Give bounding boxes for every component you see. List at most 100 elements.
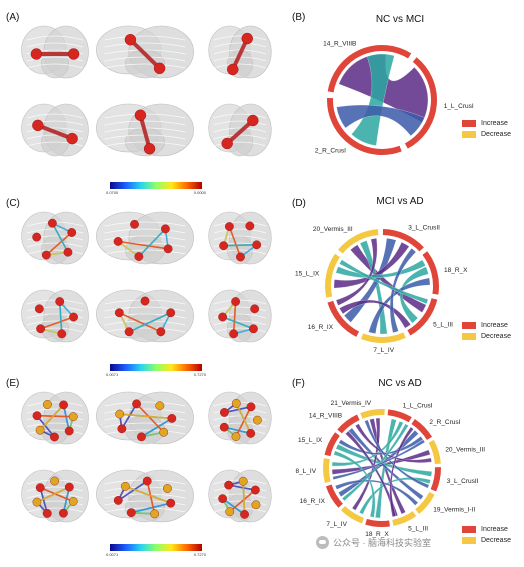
chord-node-label: 14_R_VIIIB — [323, 41, 356, 48]
chord-segment-inner — [363, 416, 385, 422]
chord-node-label: 3_L_CrusII — [408, 225, 440, 232]
chord-segment — [340, 505, 365, 524]
colorbar-min: 0.0071 — [106, 552, 119, 557]
legend-b: Increase Decrease — [462, 118, 511, 140]
brain-view — [21, 103, 89, 157]
chord-segment-inner — [426, 443, 434, 465]
increase-swatch — [462, 119, 476, 127]
brain-view — [208, 103, 272, 157]
colorbar-gradient — [110, 364, 202, 371]
brain-view — [21, 289, 89, 343]
chord-title-f: NC vs AD — [378, 378, 422, 389]
chord-diagram-f: 21_Vermis_IV 1_L_CrusI 2_R_CrusI 20_Vermis_… — [295, 400, 485, 538]
chord-node-label: 15_L_IX — [298, 437, 323, 444]
chord-ribbon — [332, 439, 426, 480]
chord-segment-inner — [363, 329, 403, 336]
colorbar-e: 0.0071 0.7270 — [106, 544, 206, 557]
legend-increase: Increase — [481, 321, 508, 329]
chord-node-label: 1_L_CrusI — [403, 402, 433, 409]
chord-ribbon — [375, 418, 397, 519]
chord-ribbon — [348, 427, 424, 500]
brain-view — [96, 469, 194, 523]
chord-ribbon — [339, 299, 411, 329]
chord-segment-inner — [413, 490, 429, 509]
chord-ribbon — [335, 479, 419, 506]
chord-node-label: 3_L_CrusII — [447, 478, 479, 485]
chord-segment — [327, 97, 402, 155]
legend-decrease: Decrease — [481, 536, 511, 544]
legend-decrease: Decrease — [481, 130, 511, 138]
chord-node-label: 7_L_IV — [326, 521, 347, 528]
panel-label-f: (F) — [292, 378, 305, 389]
chord-segment-inner — [334, 52, 408, 93]
chord-ribbon — [389, 426, 414, 518]
brain-view — [21, 469, 89, 523]
chord-diagram-b: 14_R_VIIIB 1_L_CrusI 2_R_CrusI — [315, 41, 474, 155]
chord-segment-inner — [391, 509, 412, 519]
brain-renderings — [21, 25, 272, 523]
brain-view — [96, 103, 194, 157]
decrease-swatch — [462, 536, 476, 544]
chord-node-label: 2_R_CrusI — [429, 419, 460, 426]
brain-view — [96, 211, 194, 265]
chord-node-label: 1_L_CrusI — [444, 103, 474, 110]
wechat-icon — [316, 536, 329, 549]
chord-segment-inner — [332, 257, 343, 297]
chord-segment — [361, 332, 406, 343]
chord-ribbon — [359, 477, 431, 515]
chord-segment — [430, 467, 441, 492]
brain-view — [96, 289, 194, 343]
colorbar-c: 0.0071 0.7270 — [106, 364, 206, 377]
panel-label-c: (C) — [6, 198, 20, 209]
colorbar-min: 0.0700 — [106, 190, 119, 195]
chord-segment-inner — [410, 425, 426, 442]
chord-segment-inner — [403, 63, 430, 143]
colorbar-max: 0.0000 — [193, 190, 206, 195]
chord-node-label: 14_R_VIIIB — [309, 412, 342, 419]
chord-segment — [404, 57, 437, 149]
brain-view — [208, 25, 272, 79]
decrease-swatch — [462, 332, 476, 340]
chord-ribbon — [351, 53, 395, 146]
chord-segment — [325, 484, 343, 508]
chord-segment-inner — [428, 467, 434, 489]
chord-title-d: MCI vs AD — [376, 196, 424, 207]
brain-view — [21, 391, 89, 445]
legend-f: Increase Decrease — [462, 524, 511, 546]
brain-view — [96, 25, 194, 79]
chord-ribbon — [364, 419, 430, 489]
chord-ribbon — [341, 423, 409, 502]
chord-node-label: 20_Vermis_III — [445, 446, 485, 453]
chord-node-label: 8_L_IV — [295, 468, 316, 475]
colorbar-max: 0.7270 — [193, 372, 206, 377]
chord-node-label: 5_L_III — [408, 526, 428, 533]
chord-segment-inner — [334, 300, 361, 331]
chord-segment-inner — [331, 436, 342, 457]
chord-segment — [337, 414, 360, 434]
chord-ribbon — [336, 104, 425, 137]
chord-segment — [327, 45, 412, 93]
chord-segment-inner — [406, 297, 431, 330]
panel-label-b: (B) — [292, 12, 306, 23]
chord-ribbon — [331, 421, 404, 467]
chord-node-label: 18_R_X — [365, 531, 389, 538]
brain-view — [208, 469, 272, 523]
chord-node-label: 7_L_IV — [373, 347, 394, 354]
colorbar-min: 0.0071 — [106, 372, 119, 377]
chord-segment — [415, 491, 435, 514]
chord-segment-inner — [387, 416, 409, 425]
increase-swatch — [462, 525, 476, 533]
chord-segment — [327, 300, 360, 337]
legend-d: Increase Decrease — [462, 320, 511, 342]
chord-segment-inner — [382, 236, 419, 254]
chord-title-b: NC vs MCI — [375, 14, 425, 25]
chord-segment — [407, 298, 438, 336]
legend-decrease: Decrease — [481, 332, 511, 340]
colorbar-max: 0.7270 — [193, 552, 206, 557]
chord-segment — [411, 418, 433, 441]
watermark-text: 公众号 · 脑海科技实验室 — [333, 538, 431, 548]
brain-view — [96, 391, 194, 445]
brain-view — [21, 211, 89, 265]
chord-segment — [323, 458, 331, 483]
panel-label-d: (D) — [292, 198, 306, 209]
